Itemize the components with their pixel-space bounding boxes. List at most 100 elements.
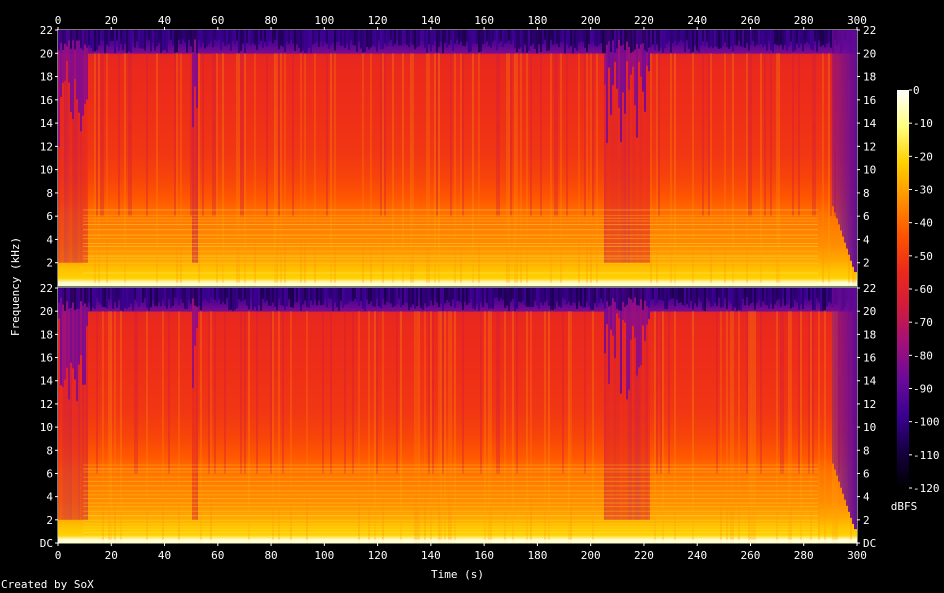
dark-streak — [462, 311, 464, 474]
cutoff-noise — [222, 30, 224, 43]
cutoff-noise — [328, 30, 330, 49]
cutoff-noise — [774, 288, 776, 305]
bright-streak — [752, 311, 754, 543]
cutoff-noise — [302, 288, 304, 305]
channel-1-frame — [57, 29, 858, 287]
bright-streak — [278, 311, 280, 543]
colorbar-scale — [897, 90, 909, 488]
cutoff-noise — [540, 30, 542, 53]
dark-streak — [100, 53, 102, 217]
cutoff-noise — [688, 30, 690, 49]
channel-2-frame — [57, 287, 858, 544]
cutoff-noise — [112, 30, 114, 41]
cutoff-noise — [818, 30, 820, 41]
cutoff-noise — [562, 288, 564, 298]
cutoff-noise — [508, 288, 510, 311]
cutoff-noise — [186, 288, 188, 310]
cutoff-noise — [180, 30, 182, 44]
cutoff-noise — [590, 30, 592, 44]
cutoff-noise — [148, 288, 150, 311]
cutoff-noise — [428, 30, 430, 44]
dark-streak — [190, 53, 192, 217]
plot-frames — [57, 29, 858, 544]
cutoff-noise — [374, 30, 376, 47]
cutoff-noise — [750, 30, 752, 45]
bright-streak — [428, 53, 430, 286]
fade-column — [844, 30, 846, 243]
cutoff-noise — [118, 288, 120, 300]
bright-streak — [450, 311, 452, 543]
y-tick-label-right: 2 — [863, 257, 870, 270]
dark-streak — [760, 311, 762, 474]
cutoff-noise — [198, 30, 200, 41]
cutoff-noise — [232, 30, 234, 41]
cutoff-noise — [530, 288, 532, 308]
cutoff-noise — [830, 288, 832, 304]
cutoff-noise — [480, 288, 482, 303]
bright-streak — [520, 53, 522, 286]
cutoff-noise — [452, 288, 454, 300]
y-tick-label-right: 20 — [863, 305, 876, 318]
cutoff-noise — [594, 30, 596, 46]
cutoff-noise — [580, 30, 582, 42]
quiet-column — [192, 288, 194, 389]
cutoff-noise — [754, 30, 756, 47]
dark-streak — [716, 311, 718, 474]
cutoff-noise — [250, 288, 252, 298]
bright-streak — [374, 311, 376, 543]
cutoff-noise — [738, 30, 740, 41]
cutoff-noise — [380, 30, 382, 50]
cutoff-noise — [108, 30, 110, 47]
bright-streak — [248, 311, 250, 543]
cutoff-noise — [166, 288, 168, 309]
cutoff-noise — [782, 288, 784, 299]
cutoff-noise — [684, 30, 686, 52]
cutoff-noise — [688, 288, 690, 308]
cutoff-noise — [330, 30, 332, 45]
cutoff-noise — [104, 30, 106, 54]
cutoff-noise — [608, 288, 610, 307]
cutoff-noise — [624, 30, 626, 50]
fade-column — [852, 30, 854, 267]
cutoff-noise — [400, 30, 402, 46]
cutoff-noise — [572, 30, 574, 54]
dark-streak — [510, 53, 512, 217]
cutoff-noise — [324, 30, 326, 42]
cutoff-noise — [672, 288, 674, 299]
cutoff-noise — [408, 30, 410, 48]
cutoff-noise — [768, 30, 770, 41]
cutoff-noise — [254, 288, 256, 307]
cutoff-noise — [296, 288, 298, 302]
harmonic-line — [83, 214, 819, 216]
cutoff-noise — [164, 288, 166, 306]
cutoff-noise — [194, 288, 196, 306]
quiet-column-mid — [636, 137, 638, 263]
cutoff-noise — [142, 288, 144, 303]
cutoff-noise — [228, 288, 230, 311]
cutoff-noise — [168, 30, 170, 41]
dark-streak — [376, 311, 378, 474]
bright-streak — [590, 53, 592, 286]
cutoff-noise — [248, 30, 250, 44]
cutoff-noise — [412, 30, 414, 45]
cutoff-noise — [560, 30, 562, 43]
cutoff-noise — [534, 30, 536, 49]
cutoff-noise — [778, 288, 780, 300]
cutoff-noise — [62, 288, 64, 305]
bright-streak — [654, 311, 656, 543]
cutoff-noise — [640, 30, 642, 45]
y-tick-label-right: 14 — [863, 375, 877, 388]
cutoff-noise — [446, 30, 448, 48]
cutoff-noise — [548, 288, 550, 306]
cutoff-noise — [530, 30, 532, 46]
quiet-column — [74, 288, 76, 380]
cutoff-noise — [566, 288, 568, 304]
cutoff-noise — [660, 30, 662, 48]
cutoff-noise — [366, 288, 368, 300]
quiet-column-mid — [192, 126, 194, 263]
y-tick-label-right: 16 — [863, 352, 876, 365]
cutoff-noise — [270, 30, 272, 41]
cutoff-noise — [762, 288, 764, 302]
cutoff-noise — [676, 288, 678, 300]
cutoff-noise — [614, 288, 616, 302]
